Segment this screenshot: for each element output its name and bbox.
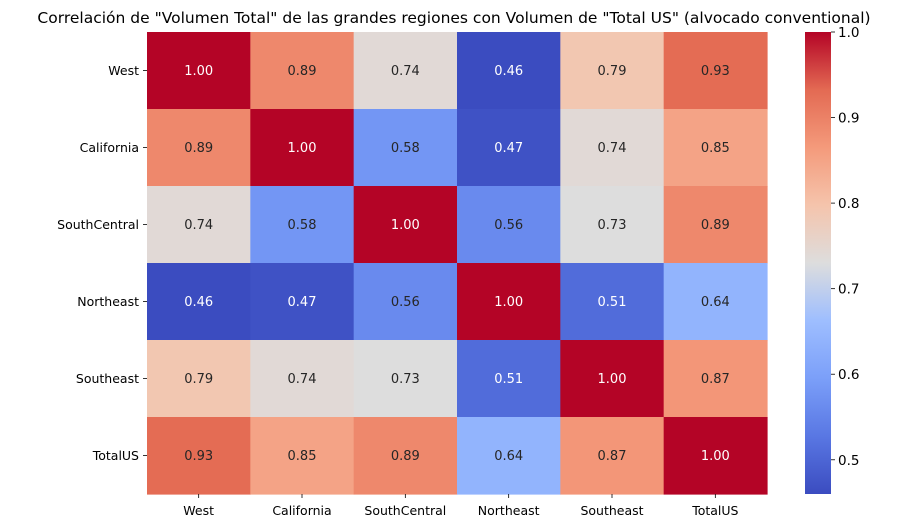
heatmap-cell [353, 32, 458, 110]
cell-value-label: 0.51 [494, 372, 523, 387]
colorbar-tick-label: 0.7 [838, 282, 859, 298]
y-tick-label: California [80, 140, 139, 155]
x-tick-label: West [183, 503, 214, 518]
cell-value-label: 0.74 [391, 64, 420, 79]
heatmap-cell [560, 263, 665, 341]
colorbar-gradient [805, 32, 831, 494]
cell-value-label: 0.64 [494, 449, 523, 464]
cell-value-label: 0.47 [288, 295, 317, 310]
y-tick-label: West [108, 63, 139, 78]
cell-value-label: 0.93 [184, 449, 213, 464]
x-tick-label: Southeast [580, 503, 643, 518]
heatmap-cell [560, 186, 665, 264]
heatmap-cell [560, 32, 665, 110]
heatmap-cell [250, 186, 355, 264]
heatmap-cell [663, 186, 768, 264]
cell-value-label: 0.89 [288, 64, 317, 79]
cell-value-label: 0.89 [184, 141, 213, 156]
cell-value-label: 1.00 [391, 218, 420, 233]
y-tick-label: TotalUS [92, 448, 139, 463]
heatmap-cell [353, 109, 458, 187]
heatmap-cell [250, 32, 355, 110]
cell-value-label: 0.47 [494, 141, 523, 156]
colorbar: 0.5 0.6 0.7 0.8 0.9 1.0 [805, 25, 859, 494]
cell-value-label: 0.73 [391, 372, 420, 387]
cell-value-label: 1.00 [184, 64, 213, 79]
x-tick-label: SouthCentral [364, 503, 446, 518]
heatmap-cell [250, 417, 355, 495]
cell-value-label: 0.79 [184, 372, 213, 387]
cell-value-label: 0.73 [598, 218, 627, 233]
cell-value-label: 0.64 [701, 295, 730, 310]
heatmap-cell [147, 263, 251, 341]
colorbar-tick-label: 0.8 [838, 196, 859, 212]
heatmap-cell [250, 263, 355, 341]
cell-value-label: 0.89 [701, 218, 730, 233]
cell-value-label: 0.85 [288, 449, 317, 464]
cell-value-label: 0.74 [184, 218, 213, 233]
x-axis-tick-labels: West California SouthCentral Northeast South… [183, 494, 739, 518]
heatmap-cell [457, 417, 561, 495]
heatmap-cell [250, 340, 355, 418]
heatmap-cell [353, 263, 458, 341]
heatmap-cell [147, 109, 251, 187]
heatmap-cell [457, 340, 561, 418]
x-tick-label: California [272, 503, 331, 518]
heatmap-cell [353, 186, 458, 264]
colorbar-tick-label: 0.6 [838, 367, 859, 383]
x-tick-label: Northeast [478, 503, 540, 518]
heatmap-cell [147, 340, 251, 418]
y-tick-label: SouthCentral [57, 217, 139, 232]
cell-value-label: 0.87 [701, 372, 730, 387]
heatmap-cell [560, 340, 665, 418]
cell-value-label: 0.74 [288, 372, 317, 387]
y-tick-label: Southeast [76, 371, 139, 386]
heatmap-cell [457, 263, 561, 341]
heatmap-cell [663, 340, 768, 418]
colorbar-tick-label: 0.9 [838, 111, 859, 127]
chart-title: Correlación de "Volumen Total" de las gr… [37, 9, 870, 27]
heatmap-cell [663, 263, 768, 341]
heatmap-cell [457, 32, 561, 110]
heatmap-cell [457, 109, 561, 187]
cell-value-label: 1.00 [288, 141, 317, 156]
heatmap-cell [147, 32, 251, 110]
colorbar-tick-label: 0.5 [838, 453, 859, 469]
cell-value-label: 0.85 [701, 141, 730, 156]
y-axis-tick-labels: West California SouthCentral Northeast South… [57, 63, 147, 463]
heatmap-cell [147, 417, 251, 495]
cell-value-label: 0.56 [391, 295, 420, 310]
heatmap-cell [147, 186, 251, 264]
cell-value-label: 1.00 [494, 295, 523, 310]
heatmap-cell [560, 109, 665, 187]
x-tick-label: TotalUS [691, 503, 738, 518]
cell-value-label: 0.74 [598, 141, 627, 156]
cell-value-label: 1.00 [598, 372, 627, 387]
heatmap-cell [560, 417, 665, 495]
heatmap-cell [663, 109, 768, 187]
y-tick-label: Northeast [77, 294, 139, 309]
cell-value-label: 0.58 [391, 141, 420, 156]
cell-value-label: 0.79 [598, 64, 627, 79]
heatmap-cells: 1.00 0.89 0.74 0.46 0.79 0.93 0.89 1.00 0.58 0.47… [147, 32, 768, 495]
cell-value-label: 0.56 [494, 218, 523, 233]
heatmap-cell [663, 32, 768, 110]
cell-value-label: 0.93 [701, 64, 730, 79]
heatmap-cell [457, 186, 561, 264]
heatmap-cell [250, 109, 355, 187]
cell-value-label: 0.51 [598, 295, 627, 310]
cell-value-label: 0.89 [391, 449, 420, 464]
colorbar-tick-label: 1.0 [838, 25, 859, 41]
heatmap-cell [353, 340, 458, 418]
colorbar-ticks: 0.5 0.6 0.7 0.8 0.9 1.0 [831, 25, 859, 469]
cell-value-label: 1.00 [701, 449, 730, 464]
cell-value-label: 0.58 [288, 218, 317, 233]
cell-value-label: 0.87 [598, 449, 627, 464]
cell-value-label: 0.46 [494, 64, 523, 79]
cell-value-label: 0.46 [184, 295, 213, 310]
heatmap-cell [663, 417, 768, 495]
heatmap-cell [353, 417, 458, 495]
